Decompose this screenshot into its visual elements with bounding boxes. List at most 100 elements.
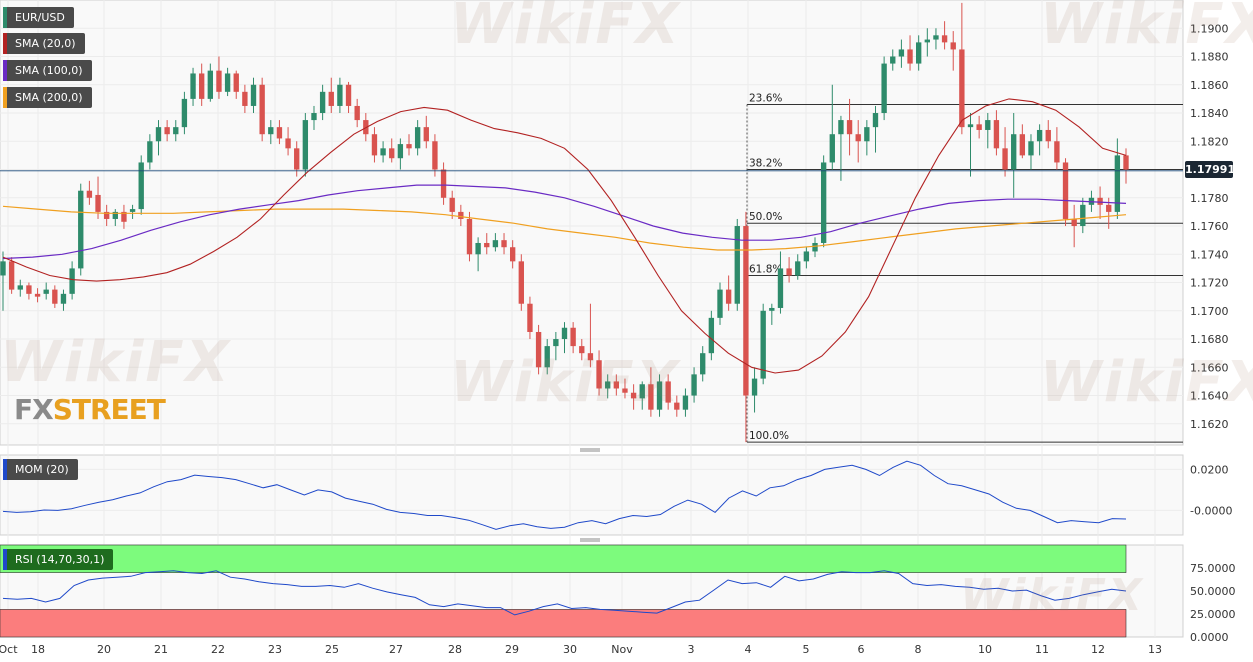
candle-body [69, 268, 75, 294]
x-tick-label: 22 [211, 643, 225, 656]
legend-swatch [3, 459, 7, 480]
candle-body [596, 360, 602, 389]
candle-body [1080, 204, 1086, 227]
legend-sma100[interactable]: SMA (100,0) [3, 60, 92, 81]
candle-body [423, 127, 429, 142]
candle-body [648, 384, 654, 410]
sma100-line [2, 184, 1127, 260]
candle-body [760, 310, 766, 379]
candle-body [406, 144, 412, 149]
candle-body [1045, 129, 1051, 142]
x-tick-label: 30 [563, 643, 577, 656]
x-tick-label: 20 [97, 643, 111, 656]
candle-body [959, 49, 965, 128]
watermark: WikiFX [1040, 350, 1253, 415]
legend-sma200[interactable]: SMA (200,0) [3, 87, 92, 108]
x-tick-label: 4 [745, 643, 752, 656]
fxstreet-logo: FXSTREET [14, 393, 166, 426]
candle-body [466, 218, 473, 255]
candle-body [941, 35, 948, 43]
candle-body [319, 91, 326, 114]
candle-body [173, 127, 179, 135]
x-tick-label: Oct [0, 643, 18, 656]
candle-body [1106, 204, 1112, 212]
candle-body [527, 303, 533, 332]
y-tick-label: 1.1820 [1190, 135, 1229, 148]
x-tick-label: 12 [1091, 643, 1105, 656]
fibonacci-label: 100.0% [749, 430, 789, 442]
candle-body [725, 289, 732, 304]
candle-body [259, 84, 265, 135]
candle-body [1036, 129, 1043, 142]
legend-swatch [3, 87, 7, 108]
candle-body [414, 127, 421, 149]
legend-mom[interactable]: MOM (20) [3, 459, 78, 480]
price-panel [0, 0, 1184, 446]
candle-body [985, 120, 991, 130]
x-tick-label: Nov [611, 643, 633, 656]
mom-tick-label: -0.0000 [1190, 504, 1232, 517]
candle-body [129, 209, 136, 212]
y-tick-label: 1.1860 [1190, 79, 1229, 92]
rsi-tick-label: 75.0000 [1190, 562, 1236, 575]
candle-body [34, 293, 41, 297]
candle-body [440, 169, 447, 198]
fibonacci-label: 61.8% [749, 263, 782, 275]
candle-body [207, 70, 214, 99]
candle-body [613, 381, 620, 389]
candle-body [233, 73, 239, 92]
candle-body [337, 84, 343, 106]
fibonacci-label: 50.0% [749, 211, 782, 223]
watermark: WikiFX [1040, 0, 1253, 57]
candle-body [786, 268, 792, 276]
mom-line [2, 460, 1127, 530]
candle-body [682, 395, 689, 410]
candle-body [915, 42, 922, 64]
x-tick-label: 11 [1035, 643, 1049, 656]
x-tick-label: 3 [688, 643, 695, 656]
watermark: WikiFX [960, 570, 1144, 621]
candle-body [717, 289, 723, 318]
logo-part1: FX [14, 393, 54, 426]
candle-body [147, 141, 153, 163]
y-tick-label: 1.1660 [1190, 361, 1229, 374]
legend-sma20[interactable]: SMA (20,0) [3, 33, 85, 54]
candle-body [302, 120, 309, 170]
candle-body [95, 194, 101, 212]
candle-body [976, 124, 982, 130]
candle-body [26, 285, 32, 294]
candle-body [1028, 141, 1034, 156]
legend-symbol[interactable]: EUR/USD [3, 7, 74, 28]
candle-body [795, 261, 801, 276]
x-tick-label: 10 [978, 643, 992, 656]
legend-swatch [3, 60, 7, 81]
candle-body [224, 73, 231, 92]
candle-body [138, 162, 144, 210]
candle-body [803, 251, 810, 262]
watermark: WikiFX [450, 350, 681, 415]
candle-body [86, 190, 93, 198]
candle-body [354, 105, 360, 121]
legend-rsi[interactable]: RSI (14,70,30,1) [3, 549, 114, 570]
legend-label: SMA (100,0) [15, 64, 83, 77]
mom-panel [0, 454, 1184, 536]
sma20-line [2, 98, 1127, 374]
candle-body [190, 73, 196, 99]
candle-body [639, 384, 645, 399]
candle-body [1123, 155, 1129, 170]
candle-body [268, 127, 274, 135]
candle-body [8, 261, 15, 290]
candle-body [691, 374, 697, 396]
candle-body [449, 197, 455, 212]
legend-label: SMA (200,0) [15, 91, 83, 104]
candle-body [276, 127, 283, 139]
candle-body [967, 124, 974, 128]
candle-body [458, 211, 464, 219]
candle-body [60, 293, 67, 304]
x-tick-label: 23 [268, 643, 282, 656]
x-tick-label: 18 [31, 643, 45, 656]
candle-body [1071, 218, 1077, 227]
y-tick-label: 1.1640 [1190, 390, 1229, 403]
fibonacci-label: 38.2% [749, 158, 782, 170]
